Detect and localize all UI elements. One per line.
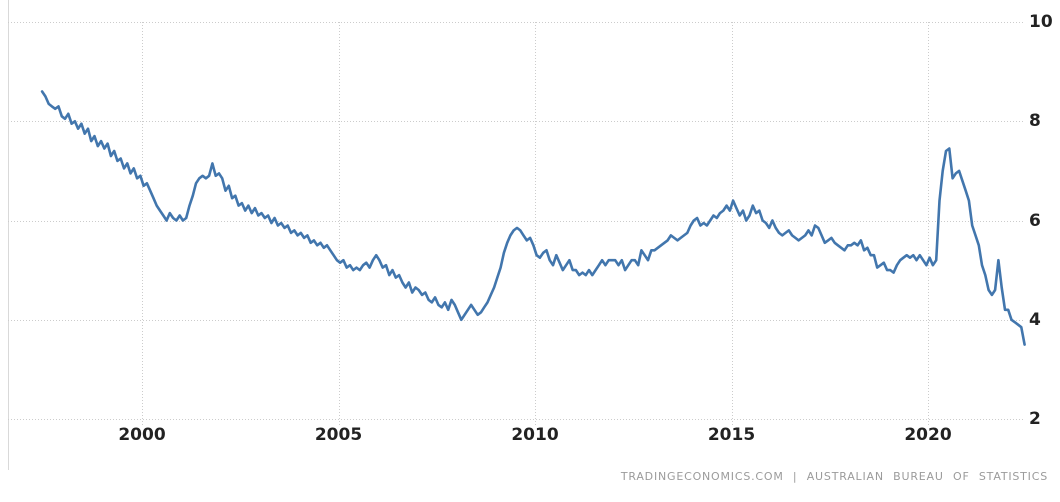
y-axis-label: 6	[1029, 210, 1041, 231]
x-axis-label: 2010	[511, 425, 559, 445]
series-line	[40, 90, 1026, 346]
y-axis-label: 2	[1029, 409, 1041, 429]
attribution: TRADINGECONOMICS.COM | AUSTRALIAN BUREAU…	[620, 470, 1048, 483]
x-axis-label: 2020	[904, 425, 952, 445]
x-axis-label: 2000	[118, 425, 166, 445]
x-axis-label: 2015	[707, 425, 756, 445]
y-axis-label: 8	[1029, 111, 1041, 132]
y-axis-label: 4	[1029, 309, 1041, 330]
y-axis-label: 10	[1029, 12, 1053, 32]
x-axis-label: 2005	[314, 425, 363, 445]
